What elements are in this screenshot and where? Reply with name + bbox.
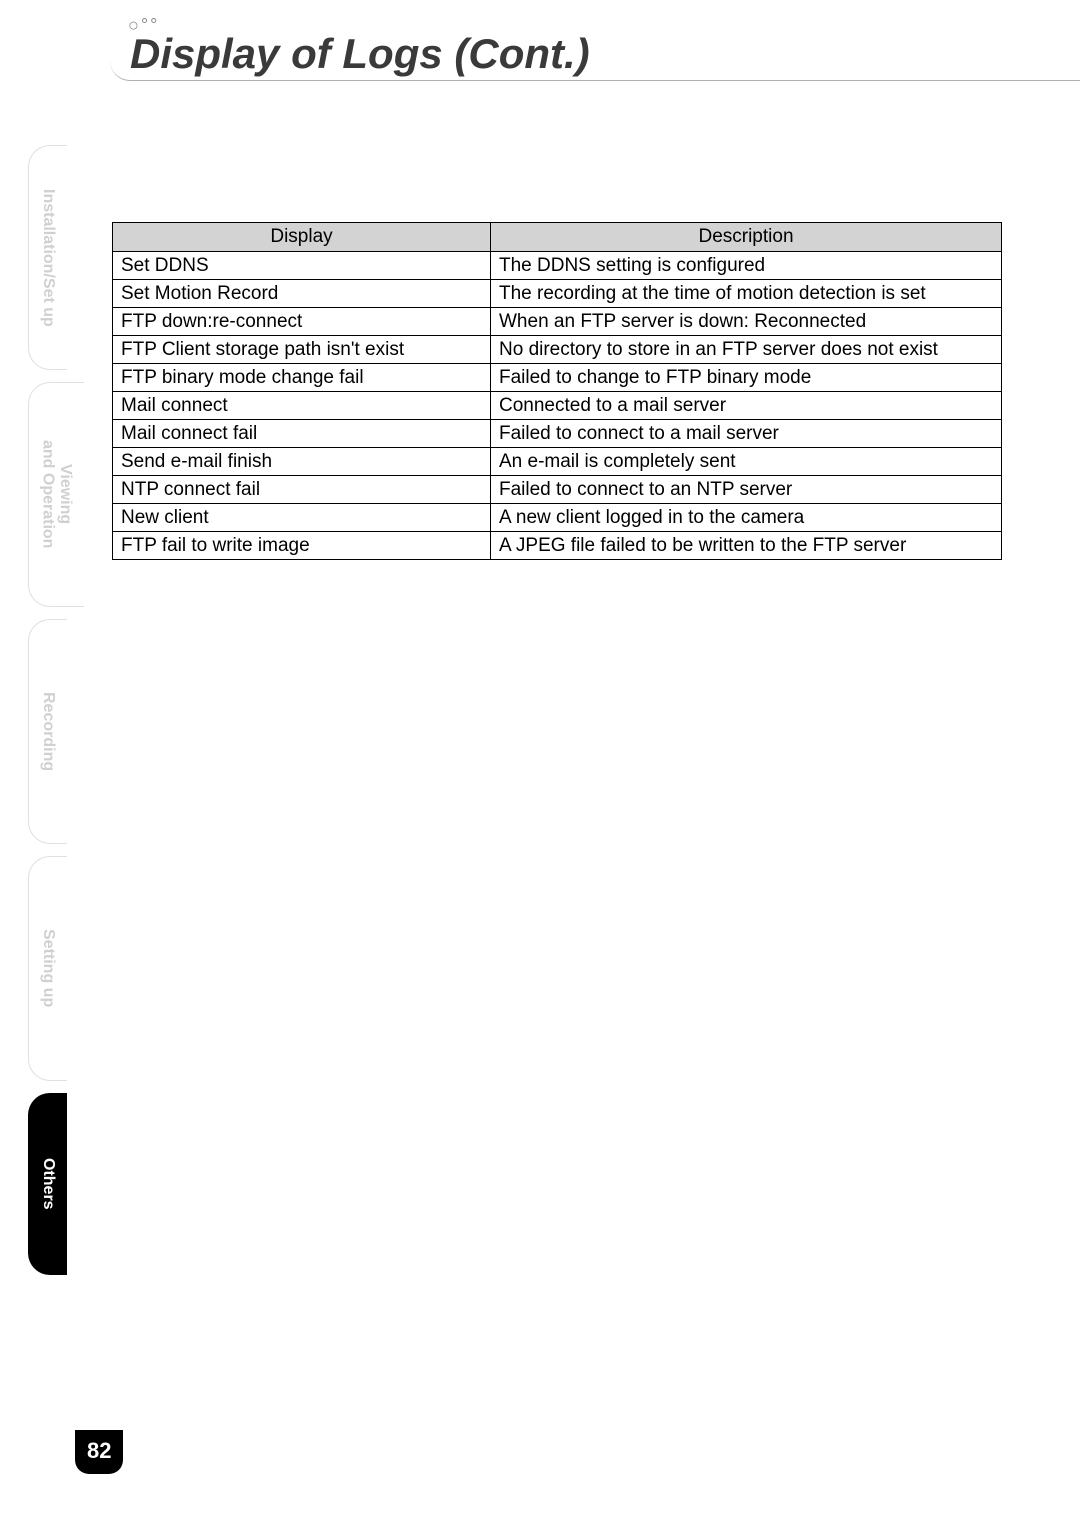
cell-description: Connected to a mail server [491, 392, 1002, 420]
cell-display: Mail connect [113, 392, 491, 420]
table-row: FTP binary mode change fail Failed to ch… [113, 364, 1002, 392]
col-header-display: Display [113, 223, 491, 252]
cell-display: FTP binary mode change fail [113, 364, 491, 392]
tab-installation[interactable]: Installation/Set up [28, 145, 67, 370]
cell-display: Send e-mail finish [113, 448, 491, 476]
side-tabs: Installation/Set up Viewing and Operatio… [28, 145, 70, 1287]
cell-description: A new client logged in to the camera [491, 504, 1002, 532]
cell-display: FTP down:re-connect [113, 308, 491, 336]
table-row: Send e-mail finish An e-mail is complete… [113, 448, 1002, 476]
tab-viewing[interactable]: Viewing and Operation [28, 382, 84, 607]
table-row: New client A new client logged in to the… [113, 504, 1002, 532]
page-title: Display of Logs (Cont.) [130, 30, 1080, 78]
table-row: Set Motion Record The recording at the t… [113, 280, 1002, 308]
table-row: NTP connect fail Failed to connect to an… [113, 476, 1002, 504]
table-row: Mail connect Connected to a mail server [113, 392, 1002, 420]
table-row: FTP fail to write image A JPEG file fail… [113, 532, 1002, 560]
table-row: FTP Client storage path isn't exist No d… [113, 336, 1002, 364]
table-row: FTP down:re-connect When an FTP server i… [113, 308, 1002, 336]
col-header-description: Description [491, 223, 1002, 252]
cell-description: An e-mail is completely sent [491, 448, 1002, 476]
cell-display: FTP fail to write image [113, 532, 491, 560]
tab-recording[interactable]: Recording [28, 619, 67, 844]
cell-description: The recording at the time of motion dete… [491, 280, 1002, 308]
cell-description: A JPEG file failed to be written to the … [491, 532, 1002, 560]
manual-page: ○°° Display of Logs (Cont.) Installation… [0, 0, 1080, 1529]
cell-description: No directory to store in an FTP server d… [491, 336, 1002, 364]
tab-others[interactable]: Others [28, 1093, 67, 1275]
cell-description: Failed to connect to a mail server [491, 420, 1002, 448]
logs-table: Display Description Set DDNS The DDNS se… [112, 222, 1002, 560]
cell-display: NTP connect fail [113, 476, 491, 504]
tab-viewing-line2: and Operation [39, 411, 57, 578]
cell-description: Failed to connect to an NTP server [491, 476, 1002, 504]
cell-display: FTP Client storage path isn't exist [113, 336, 491, 364]
tab-viewing-line1: Viewing [57, 464, 74, 524]
cell-display: New client [113, 504, 491, 532]
cell-description: Failed to change to FTP binary mode [491, 364, 1002, 392]
cell-display: Set DDNS [113, 252, 491, 280]
table-header-row: Display Description [113, 223, 1002, 252]
cell-display: Mail connect fail [113, 420, 491, 448]
tab-setting[interactable]: Setting up [28, 856, 67, 1081]
cell-description: When an FTP server is down: Reconnected [491, 308, 1002, 336]
table-row: Set DDNS The DDNS setting is configured [113, 252, 1002, 280]
page-title-wrap: Display of Logs (Cont.) [110, 30, 1080, 81]
page-number: 82 [75, 1430, 123, 1474]
cell-display: Set Motion Record [113, 280, 491, 308]
table-row: Mail connect fail Failed to connect to a… [113, 420, 1002, 448]
cell-description: The DDNS setting is configured [491, 252, 1002, 280]
